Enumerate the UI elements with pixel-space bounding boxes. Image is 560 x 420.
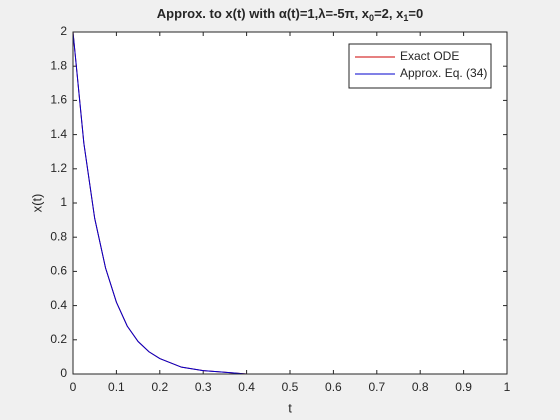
y-tick-label: 0.6 xyxy=(50,264,67,278)
y-tick-label: 2 xyxy=(60,24,67,38)
y-tick-label: 1.2 xyxy=(50,161,67,175)
legend-box xyxy=(348,43,492,89)
x-tick-label: 0.5 xyxy=(282,380,299,394)
y-tick-label: 0.2 xyxy=(50,332,67,346)
legend-label: Approx. Eq. (34) xyxy=(400,66,487,80)
y-axis-label: x(t) xyxy=(29,194,44,213)
y-tick-label: 1.4 xyxy=(50,127,67,141)
y-tick-label: 0 xyxy=(60,366,67,380)
y-tick-label: 0.4 xyxy=(50,298,67,312)
title-subscript: 0 xyxy=(369,13,374,23)
chart-title: Approx. to x(t) with α(t)=1,λ=-5π, x0=2,… xyxy=(157,6,423,23)
title-part: =2, x xyxy=(374,6,404,21)
title-subscript: 1 xyxy=(403,13,408,23)
y-tick-label: 1.6 xyxy=(50,93,67,107)
x-tick-label: 1 xyxy=(504,380,511,394)
y-tick-label: 1 xyxy=(60,195,67,209)
x-tick-label: 0.9 xyxy=(455,380,472,394)
x-tick-label: 0.8 xyxy=(412,380,429,394)
title-part: =0 xyxy=(408,6,423,21)
x-tick-label: 0.2 xyxy=(151,380,168,394)
legend-label: Exact ODE xyxy=(400,49,459,63)
title-part: Approx. to x(t) with α(t)=1,λ=-5π, x xyxy=(157,6,370,21)
x-tick-label: 0.1 xyxy=(108,380,125,394)
x-axis-label: t xyxy=(288,400,292,415)
plot-area xyxy=(73,32,507,374)
x-tick-label: 0.4 xyxy=(238,380,255,394)
x-tick-label: 0 xyxy=(70,380,77,394)
y-tick-label: 0.8 xyxy=(50,229,67,243)
x-tick-label: 0.7 xyxy=(368,380,385,394)
axes-box xyxy=(72,31,508,375)
x-tick-label: 0.6 xyxy=(325,380,342,394)
x-tick-label: 0.3 xyxy=(195,380,212,394)
legend: Exact ODE Approx. Eq. (34) xyxy=(348,43,492,89)
y-tick-label: 1.8 xyxy=(50,58,67,72)
